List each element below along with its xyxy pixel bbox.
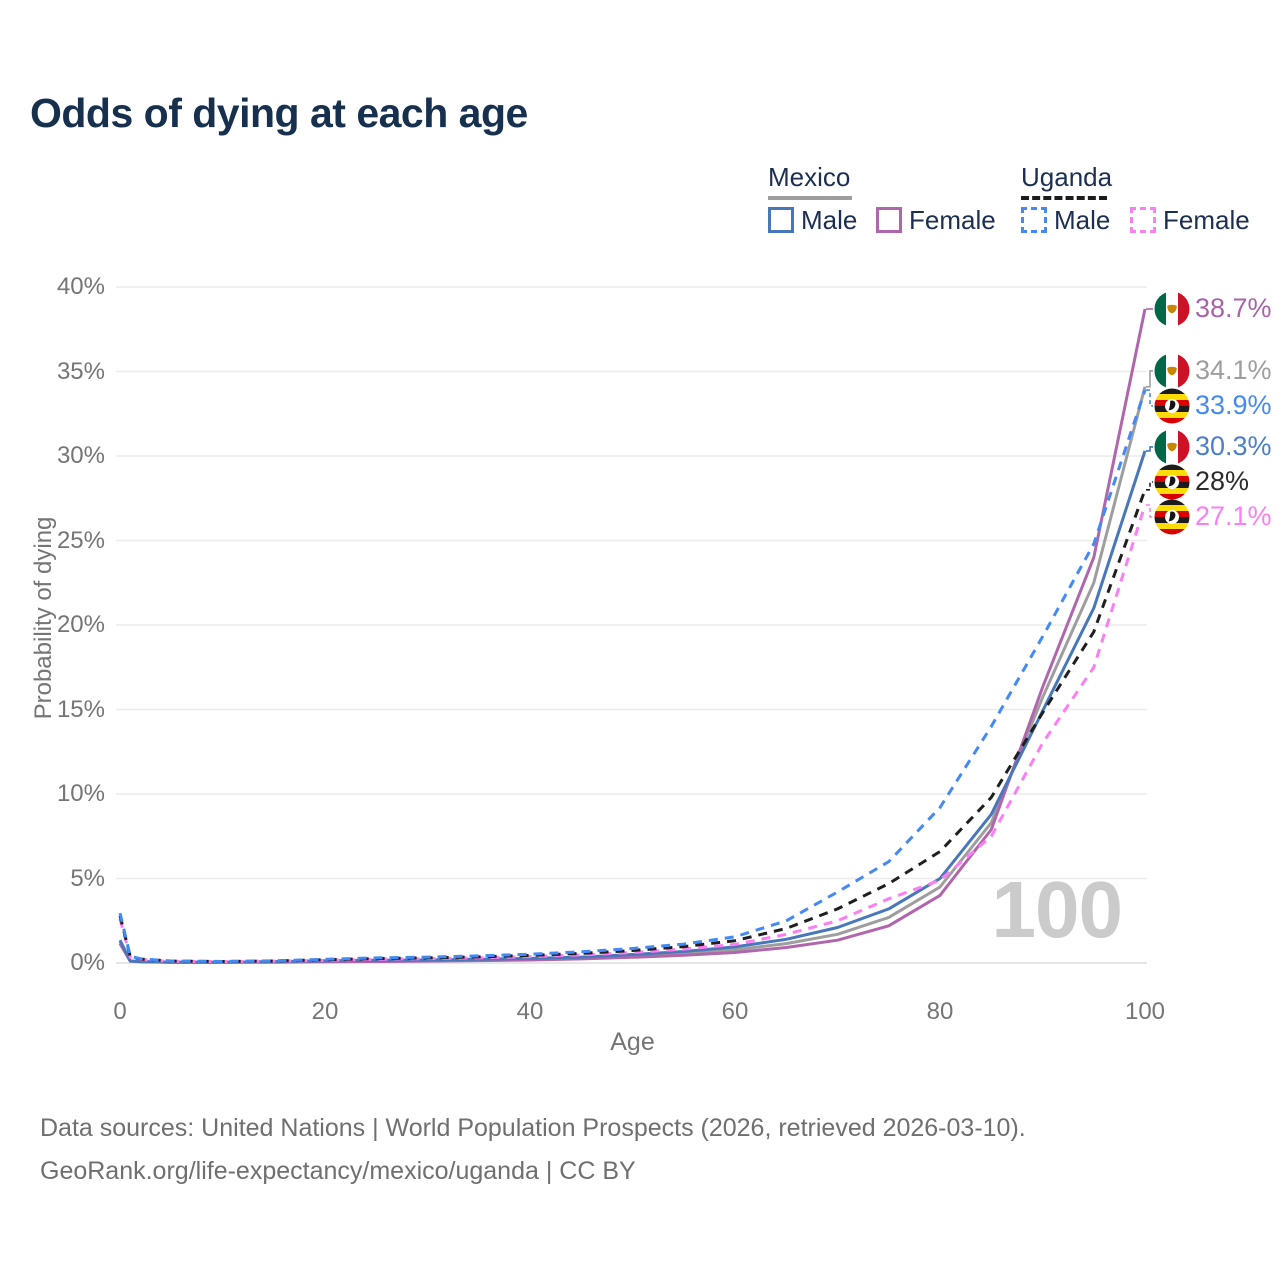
mexico-flag-icon xyxy=(1154,291,1190,327)
x-tick-100: 100 xyxy=(1124,998,1166,1025)
end-label-flag-mexico-female xyxy=(1154,291,1190,327)
mexico-flag-icon xyxy=(1154,429,1190,465)
legend-country-linestyle-mexico xyxy=(768,196,852,200)
legend-swatch-uganda-male[interactable] xyxy=(1021,207,1047,233)
legend-label-mexico-female[interactable]: Female xyxy=(909,205,996,235)
end-label-value-uganda-male: 33.9% xyxy=(1195,389,1272,420)
attribution-line: GeoRank.org/life-expectancy/mexico/ugand… xyxy=(40,1157,636,1185)
mexico-flag-icon xyxy=(1154,353,1190,389)
legend-country-linestyle-uganda xyxy=(1021,196,1107,200)
label-connector xyxy=(1146,504,1153,518)
end-label-flag-uganda-male xyxy=(1154,388,1190,424)
x-axis-title: Age xyxy=(610,1028,655,1056)
x-tick-40: 40 xyxy=(516,998,544,1025)
end-label-value-mexico-female: 38.7% xyxy=(1195,292,1272,323)
y-tick-30: 30% xyxy=(56,442,105,469)
y-tick-5: 5% xyxy=(70,864,105,892)
end-label-flag-uganda-female xyxy=(1154,499,1190,535)
y-tick-15: 15% xyxy=(56,695,105,723)
end-label-flag-mexico-male xyxy=(1154,429,1190,465)
legend-swatch-mexico-male[interactable] xyxy=(768,207,794,233)
label-connector xyxy=(1146,446,1153,452)
data-source-line: Data sources: United Nations | World Pop… xyxy=(40,1114,1026,1142)
x-tick-0: 0 xyxy=(113,998,127,1025)
x-tick-80: 80 xyxy=(926,998,954,1025)
label-connector xyxy=(1146,389,1153,407)
x-tick-20: 20 xyxy=(311,998,339,1025)
end-label-value-mexico-male: 30.3% xyxy=(1195,430,1272,461)
y-tick-10: 10% xyxy=(56,780,105,807)
y-axis-title: Probability of dying xyxy=(30,516,57,720)
y-tick-20: 20% xyxy=(56,611,105,638)
end-label-value-mexico-both-sexes: 34.1% xyxy=(1195,354,1272,385)
uganda-flag-icon xyxy=(1154,499,1190,535)
age-hover-watermark: 100 xyxy=(991,865,1123,954)
y-tick-0: 0% xyxy=(70,949,105,976)
uganda-flag-icon xyxy=(1154,388,1190,424)
y-tick-40: 40% xyxy=(56,273,105,300)
uganda-flag-icon xyxy=(1154,464,1190,500)
legend-swatch-uganda-female[interactable] xyxy=(1130,207,1156,233)
legend-country-uganda[interactable]: Uganda xyxy=(1021,162,1113,192)
y-tick-25: 25% xyxy=(56,526,105,554)
label-connector xyxy=(1146,370,1153,388)
x-tick-60: 60 xyxy=(721,998,749,1025)
legend-label-mexico-male[interactable]: Male xyxy=(801,205,858,235)
legend-label-uganda-female[interactable]: Female xyxy=(1163,205,1250,235)
end-label-value-uganda-both-sexes: 28% xyxy=(1195,465,1250,496)
legend-label-uganda-male[interactable]: Male xyxy=(1054,205,1111,235)
end-label-flag-mexico-both-sexes xyxy=(1154,353,1190,389)
legend-swatch-mexico-female[interactable] xyxy=(876,207,902,233)
label-connector xyxy=(1146,481,1153,491)
end-label-value-uganda-female: 27.1% xyxy=(1195,500,1272,531)
data-source-note: Data sources: United Nations | World Pop… xyxy=(40,1107,1026,1193)
series-line-uganda-male[interactable] xyxy=(118,389,1147,963)
page-title: Odds of dying at each age xyxy=(30,90,528,136)
y-tick-35: 35% xyxy=(56,357,105,385)
legend-country-mexico[interactable]: Mexico xyxy=(768,162,851,192)
end-label-flag-uganda-both-sexes xyxy=(1154,464,1190,500)
